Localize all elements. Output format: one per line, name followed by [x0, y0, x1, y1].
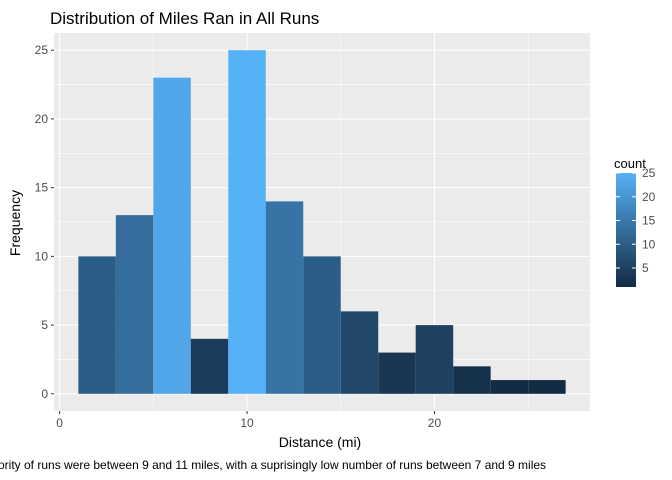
y-tick-label: 15	[35, 181, 49, 195]
x-tick-label: 0	[56, 416, 63, 430]
legend-tick-label: 25	[642, 166, 656, 180]
legend-colorbar	[616, 173, 636, 287]
histogram-bar	[228, 50, 266, 394]
legend-tick-label: 15	[642, 214, 656, 228]
y-tick-label: 25	[35, 43, 49, 57]
histogram-bar	[415, 325, 454, 394]
legend-tick-label: 20	[642, 190, 656, 204]
y-tick-label: 0	[41, 387, 48, 401]
y-axis: 0 5 10 15 20 25	[35, 43, 54, 401]
x-axis: 0 10 20	[56, 411, 441, 430]
y-tick-label: 5	[41, 318, 48, 332]
histogram-bar	[490, 380, 529, 394]
histogram-bar	[153, 77, 191, 394]
x-tick-label: 10	[240, 416, 254, 430]
histogram-bar	[528, 380, 566, 394]
chart-title: Distribution of Miles Ran in All Runs	[50, 9, 319, 28]
histogram-bar	[378, 352, 416, 394]
legend-tick-label: 10	[642, 237, 656, 251]
chart-caption: ority of runs were between 9 and 11 mile…	[0, 458, 546, 472]
x-axis-title: Distance (mi)	[279, 434, 361, 450]
histogram-bar	[340, 311, 379, 394]
histogram-bar	[453, 366, 491, 394]
histogram-bar	[265, 201, 304, 394]
x-tick-label: 20	[428, 416, 442, 430]
histogram-bar	[115, 215, 154, 394]
y-tick-label: 10	[35, 249, 49, 263]
y-axis-title: Frequency	[7, 190, 23, 256]
plot-panel	[54, 33, 590, 411]
color-legend: count 5 10 15 20 25	[614, 156, 656, 287]
histogram-bar	[78, 256, 116, 394]
histogram-bar	[303, 256, 341, 394]
legend-title: count	[614, 156, 646, 171]
legend-tick-label: 5	[642, 261, 649, 275]
histogram-bar	[190, 338, 229, 394]
y-tick-label: 20	[35, 112, 49, 126]
